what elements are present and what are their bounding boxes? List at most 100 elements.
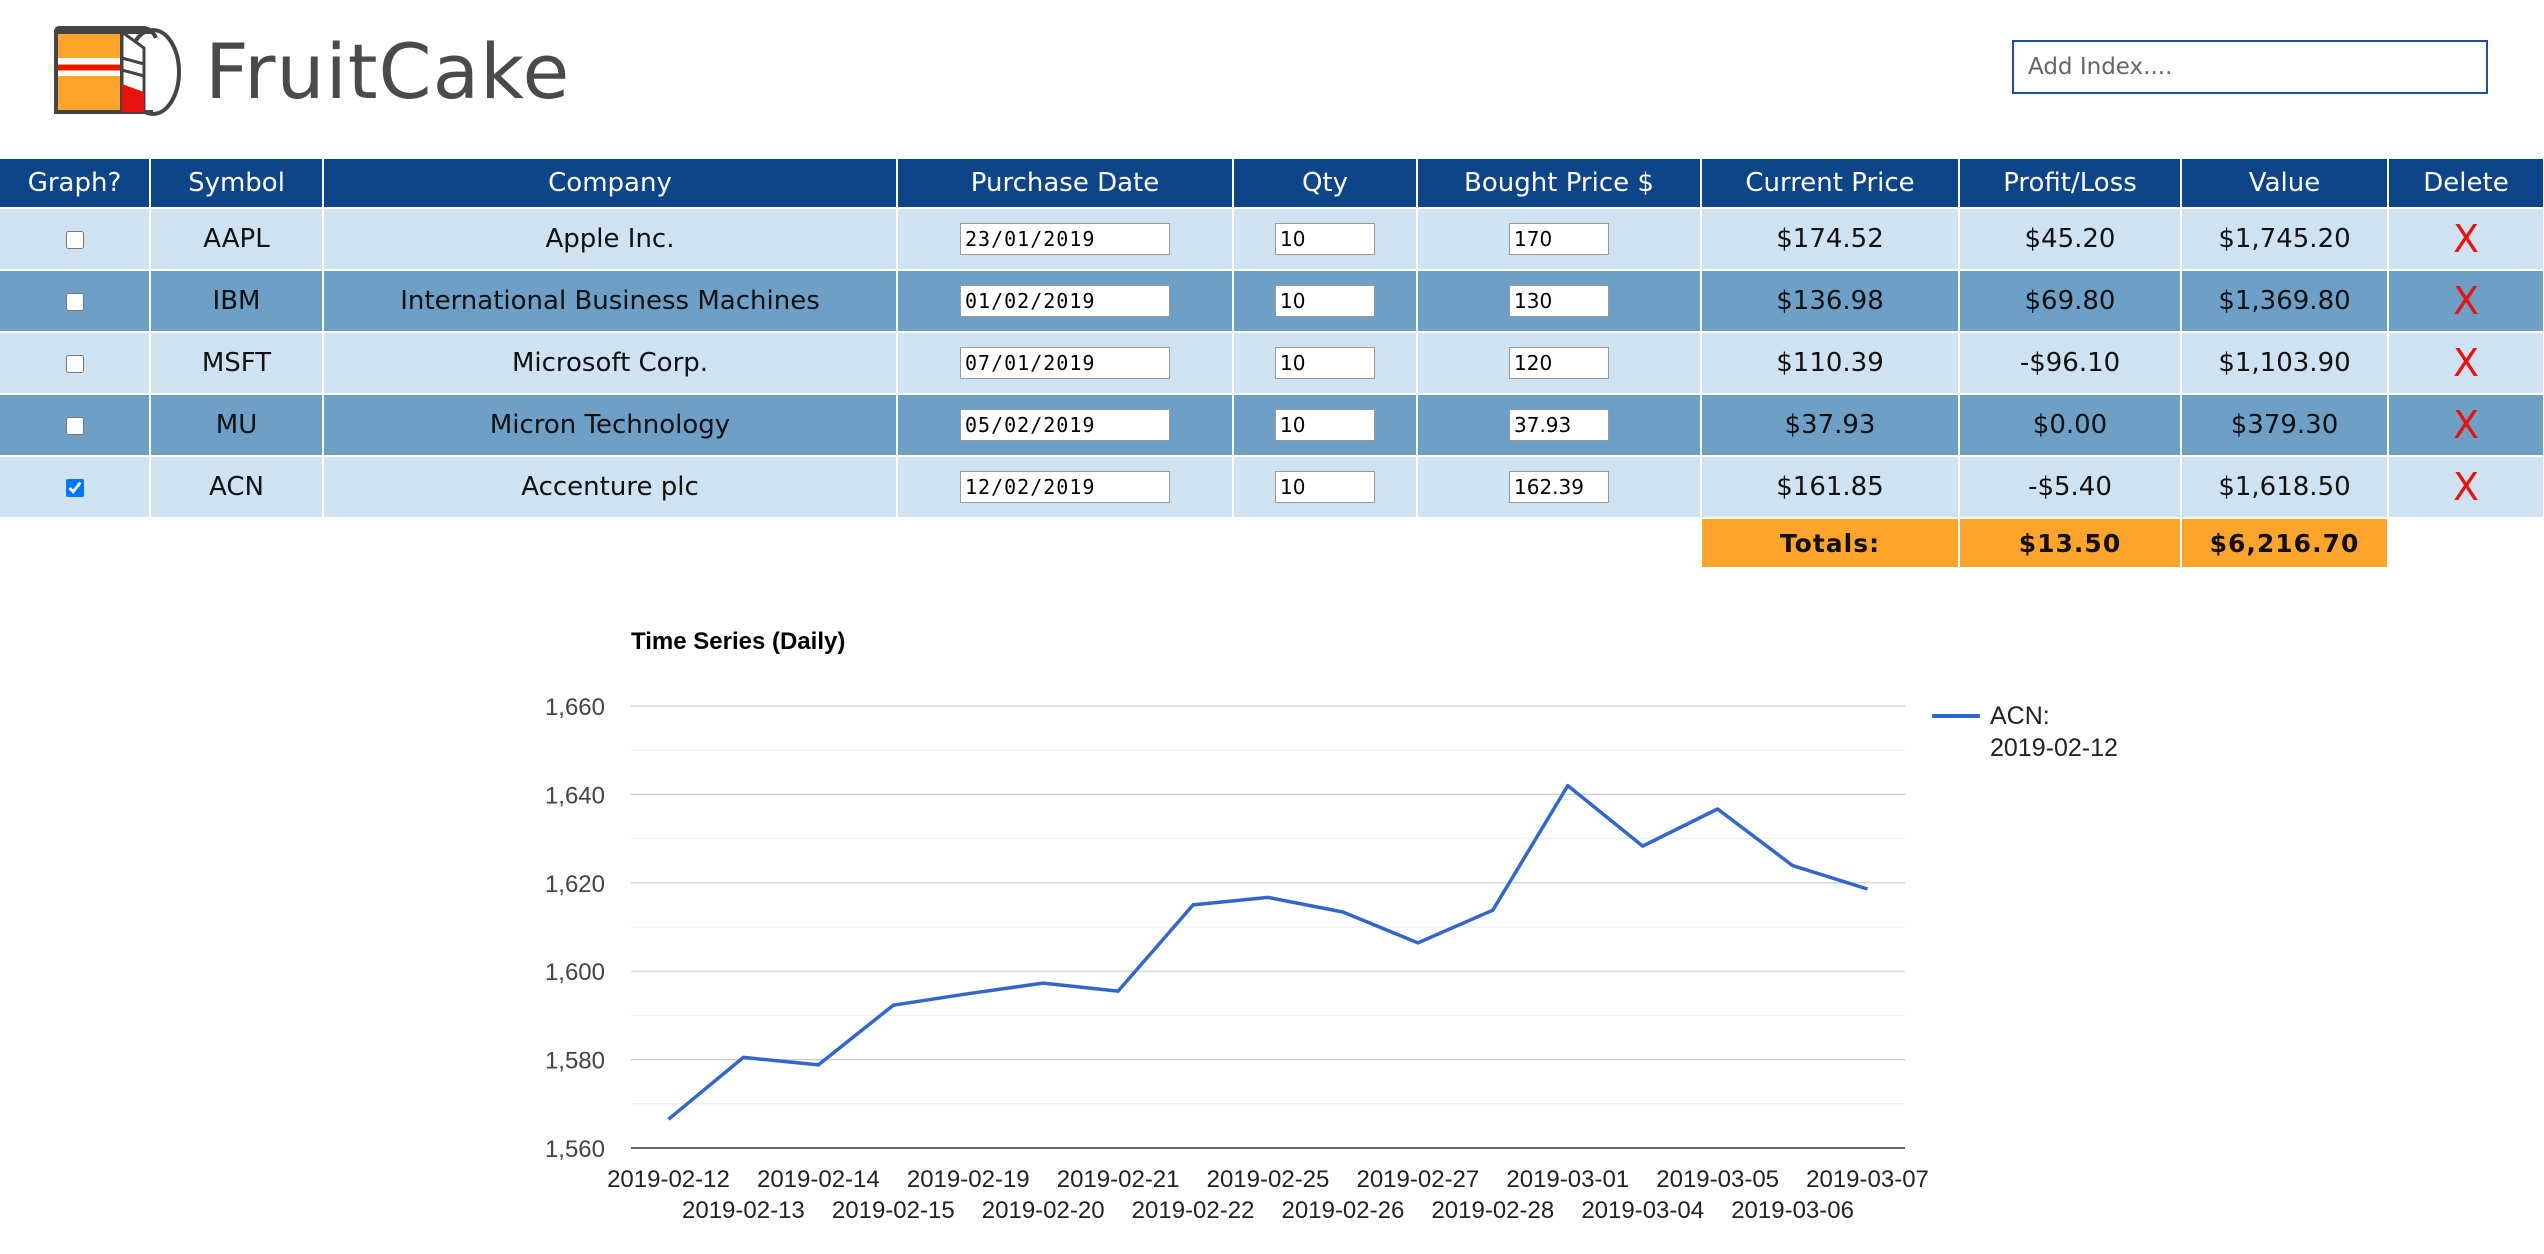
current-price-cell: $136.98	[1701, 269, 1960, 332]
purchase-date-input[interactable]	[960, 223, 1170, 255]
qty-input[interactable]	[1275, 471, 1375, 503]
table-row: IBM International Business Machines $136…	[0, 269, 2544, 332]
bought-price-input[interactable]	[1509, 285, 1609, 317]
table-row: MSFT Microsoft Corp. $110.39 -$96.10 $1,…	[0, 331, 2544, 394]
x-tick-label: 2019-02-25	[1207, 1166, 1330, 1193]
x-tick-label: 2019-02-21	[1057, 1166, 1180, 1193]
qty-input[interactable]	[1275, 223, 1375, 255]
company-cell: Micron Technology	[323, 393, 898, 456]
x-tick-label: 2019-03-04	[1581, 1197, 1704, 1224]
profit-loss-cell: -$96.10	[1959, 331, 2182, 394]
company-cell: Accenture plc	[323, 455, 898, 518]
company-cell: Microsoft Corp.	[323, 331, 898, 394]
bought-price-input[interactable]	[1509, 409, 1609, 441]
profit-loss-cell: $69.80	[1959, 269, 2182, 332]
graph-checkbox[interactable]	[65, 478, 84, 497]
symbol-cell: ACN	[150, 455, 324, 518]
chart-title: Time Series (Daily)	[631, 628, 845, 655]
value-cell: $1,369.80	[2181, 269, 2389, 332]
purchase-date-input[interactable]	[960, 409, 1170, 441]
x-tick-label: 2019-02-28	[1431, 1197, 1554, 1224]
totals-label: Totals:	[1701, 517, 1960, 567]
y-tick-label: 1,620	[545, 871, 605, 898]
purchase-date-input[interactable]	[960, 347, 1170, 379]
symbol-cell: AAPL	[150, 207, 324, 270]
current-price-cell: $110.39	[1701, 331, 1960, 394]
x-tick-label: 2019-03-07	[1806, 1166, 1929, 1193]
y-tick-label: 1,580	[545, 1048, 605, 1075]
x-tick-label: 2019-02-26	[1282, 1197, 1405, 1224]
qty-input[interactable]	[1275, 285, 1375, 317]
x-tick-label: 2019-02-27	[1356, 1166, 1479, 1193]
x-tick-label: 2019-02-14	[757, 1166, 880, 1193]
x-tick-label: 2019-03-06	[1731, 1197, 1854, 1224]
x-tick-label: 2019-02-20	[982, 1197, 1105, 1224]
value-cell: $379.30	[2181, 393, 2389, 456]
delete-x-icon[interactable]: X	[2452, 464, 2480, 509]
legend-label: 2019-02-12	[1990, 734, 2118, 762]
purchase-date-input[interactable]	[960, 285, 1170, 317]
profit-loss-cell: $0.00	[1959, 393, 2182, 456]
table-row: ACN Accenture plc $161.85 -$5.40 $1,618.…	[0, 455, 2544, 518]
symbol-cell: IBM	[150, 269, 324, 332]
qty-input[interactable]	[1275, 409, 1375, 441]
portfolio-table: Graph? Symbol Company Purchase Date Qty …	[0, 159, 2544, 567]
header-symbol: Symbol	[150, 159, 324, 208]
profit-loss-cell: -$5.40	[1959, 455, 2182, 518]
company-cell: International Business Machines	[323, 269, 898, 332]
graph-checkbox[interactable]	[65, 230, 84, 249]
symbol-cell: MSFT	[150, 331, 324, 394]
totals-row: Totals: $13.50 $6,216.70	[0, 517, 2544, 567]
header-profit-loss: Profit/Loss	[1959, 159, 2182, 208]
value-cell: $1,745.20	[2181, 207, 2389, 270]
x-tick-label: 2019-02-12	[607, 1166, 730, 1193]
legend-label: ACN:	[1990, 702, 2050, 730]
add-index-input[interactable]	[2012, 40, 2488, 94]
header-company: Company	[323, 159, 898, 208]
time-series-chart: Time Series (Daily) 1,560 1,580 1,600 1,620…	[520, 620, 2240, 1250]
cake-logo-icon	[52, 24, 182, 120]
y-tick-label: 1,660	[545, 694, 605, 721]
current-price-cell: $174.52	[1701, 207, 1960, 270]
graph-checkbox[interactable]	[65, 416, 84, 435]
graph-checkbox[interactable]	[65, 354, 84, 373]
x-tick-label: 2019-02-22	[1132, 1197, 1255, 1224]
x-tick-label: 2019-03-05	[1656, 1166, 1779, 1193]
header-purchase-date: Purchase Date	[897, 159, 1234, 208]
totals-profit-loss: $13.50	[1959, 517, 2182, 567]
company-cell: Apple Inc.	[323, 207, 898, 270]
current-price-cell: $161.85	[1701, 455, 1960, 518]
delete-x-icon[interactable]: X	[2452, 216, 2480, 261]
header-qty: Qty	[1233, 159, 1418, 208]
chart-svg: Time Series (Daily) 1,560 1,580 1,600 1,620…	[545, 628, 2118, 1224]
header-current-price: Current Price	[1701, 159, 1960, 208]
table-header-row: Graph? Symbol Company Purchase Date Qty …	[0, 159, 2544, 208]
symbol-cell: MU	[150, 393, 324, 456]
delete-x-icon[interactable]: X	[2452, 278, 2480, 323]
current-price-cell: $37.93	[1701, 393, 1960, 456]
graph-checkbox[interactable]	[65, 292, 84, 311]
app-title: FruitCake	[205, 27, 571, 116]
bought-price-input[interactable]	[1509, 223, 1609, 255]
series-line-acn	[667, 783, 1869, 1121]
purchase-date-input[interactable]	[960, 471, 1170, 503]
header-delete: Delete	[2388, 159, 2544, 208]
delete-x-icon[interactable]: X	[2452, 340, 2480, 385]
header-graph: Graph?	[0, 159, 151, 208]
table-row: AAPL Apple Inc. $174.52 $45.20 $1,745.20…	[0, 207, 2544, 270]
table-row: MU Micron Technology $37.93 $0.00 $379.3…	[0, 393, 2544, 456]
x-tick-label: 2019-02-15	[832, 1197, 955, 1224]
header-value: Value	[2181, 159, 2389, 208]
value-cell: $1,103.90	[2181, 331, 2389, 394]
y-tick-label: 1,600	[545, 959, 605, 986]
x-tick-label: 2019-02-19	[907, 1166, 1030, 1193]
qty-input[interactable]	[1275, 347, 1375, 379]
bought-price-input[interactable]	[1509, 471, 1609, 503]
value-cell: $1,618.50	[2181, 455, 2389, 518]
delete-x-icon[interactable]: X	[2452, 402, 2480, 447]
profit-loss-cell: $45.20	[1959, 207, 2182, 270]
y-tick-label: 1,560	[545, 1136, 605, 1163]
totals-value: $6,216.70	[2181, 517, 2389, 567]
header-bought-price: Bought Price $	[1417, 159, 1702, 208]
bought-price-input[interactable]	[1509, 347, 1609, 379]
